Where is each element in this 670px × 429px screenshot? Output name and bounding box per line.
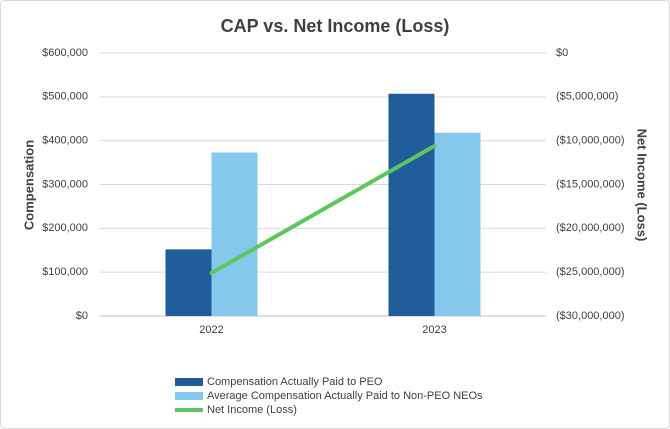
y2-tick-label: ($10,000,000): [556, 135, 625, 147]
y-tick-label: $500,000: [42, 91, 88, 103]
y-tick-label: $600,000: [42, 47, 88, 59]
y2-tick-label: ($15,000,000): [556, 178, 625, 190]
y-tick-label: $200,000: [42, 222, 88, 234]
bar: [211, 152, 258, 316]
legend-label: Net Income (Loss): [207, 404, 297, 416]
legend-label: Compensation Actually Paid to PEO: [207, 376, 383, 388]
chart-title: CAP vs. Net Income (Loss): [221, 16, 450, 36]
legend-label: Average Compensation Actually Paid to No…: [207, 390, 483, 402]
y2-tick-label: ($20,000,000): [556, 222, 625, 234]
line-series: [209, 143, 437, 276]
y-axis-title: Compensation: [21, 140, 36, 230]
y2-tick-label: ($5,000,000): [556, 91, 618, 103]
x-tick-label: 2023: [422, 324, 446, 336]
y-tick-label: $100,000: [42, 266, 88, 278]
bar: [434, 132, 481, 316]
y2-tick-label: ($30,000,000): [556, 310, 625, 322]
x-tick-label: 2022: [199, 324, 223, 336]
y-tick-label: $300,000: [42, 178, 88, 190]
y2-axis-title: Net Income (Loss): [635, 129, 650, 242]
y-tick-label: $0: [76, 310, 88, 322]
bar: [388, 93, 435, 316]
bar: [165, 249, 212, 316]
y-tick-label: $400,000: [42, 135, 88, 147]
y2-tick-label: ($25,000,000): [556, 266, 625, 278]
y2-tick-label: $0: [556, 47, 568, 59]
legend-swatch: [175, 392, 203, 400]
legend-swatch: [175, 378, 203, 386]
